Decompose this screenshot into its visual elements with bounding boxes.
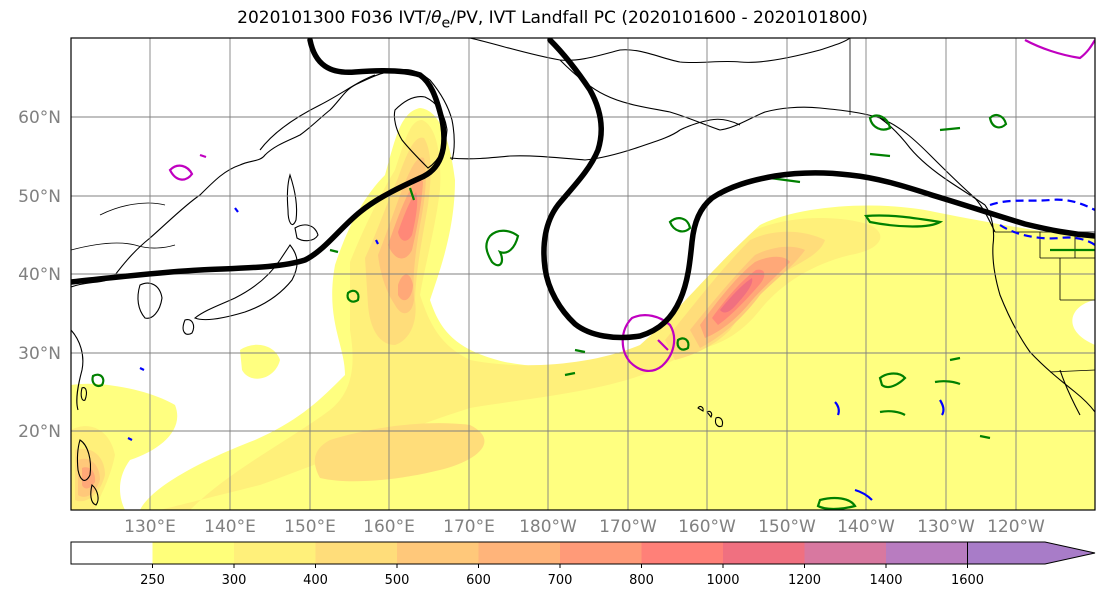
colorbar-segment [804,542,887,564]
colorbar-tick-label: 600 [466,573,491,588]
colorbar-segment [397,542,479,564]
lon-label: 140°W [837,517,895,537]
colorbar-segment [641,542,724,564]
ivt-band-250-patch3 [990,370,1085,398]
lon-label: 120°W [987,517,1045,537]
korea [137,282,163,319]
hawaii [697,406,724,428]
okhotsk-coast [259,74,376,151]
colorbar: 250 300 400 500 600 700 800 1000 1200 1400 1600 [70,541,1096,588]
colorbar-frame [70,541,1045,565]
colorbar-tick-label: 400 [303,573,328,588]
colorbar-segment [478,542,561,564]
lon-label: 180°W [519,517,577,537]
colorbar-tick-label: 250 [140,573,165,588]
chart-title: 2020101300 F036 IVT/θe/PV, IVT Landfall … [0,8,1105,31]
us-state-lines [1039,232,1095,301]
lon-label: 170°E [443,517,495,537]
na-west-coast [984,204,1095,413]
colorbar-segment [234,542,316,564]
lon-label: 130°E [124,517,176,537]
taiwan [80,387,87,401]
pv-negative-contours [127,198,1095,501]
map-frame [70,37,1096,511]
lon-label: 150°E [284,517,336,537]
map-gridlines [71,38,1095,510]
alaska-north [469,38,851,64]
title-theta-subscript: e [441,15,451,32]
baja [1059,369,1081,416]
ivt-band-1000-east [720,278,753,313]
philippines [76,439,99,506]
lon-label: 170°W [599,517,657,537]
mexico-border [1049,369,1095,373]
aleutians [449,129,681,161]
map-panel [71,38,1095,510]
latitude-labels: 60°N 50°N 40°N 30°N 20°N [18,108,61,442]
ivt-band-800 [398,192,418,241]
ivt-band-400-south [314,423,485,482]
title-theta: θ [431,8,442,28]
alaska-peninsula [679,118,741,131]
lon-label: 150°W [758,517,816,537]
jet-contours [71,38,1095,341]
lat-label: 40°N [18,265,61,285]
lat-label: 60°N [18,108,61,128]
lon-label: 140°E [204,517,256,537]
ivt-band-600-b [398,274,413,301]
colorbar-tick-label: 700 [548,573,573,588]
colorbar-tick-label: 300 [222,573,247,588]
longitude-labels: 130°E 140°E 150°E 160°E 170°E 180°W 170°W 160°W… [124,517,1045,537]
colorbar-tick-label: 1400 [869,573,902,588]
pv-positive-contours [168,39,1095,372]
lat-label: 30°N [18,344,61,364]
china-coast [71,329,84,411]
colorbar-segment [152,542,235,564]
colorbar-segment [560,542,642,564]
title-rest: /PV, IVT Landfall PC (2020101600 - 20201… [450,8,868,28]
bc-coast [879,117,986,206]
colorbar-tick-label: 800 [629,573,654,588]
ivt-band-250-patch4 [950,276,1010,300]
lon-label: 160°W [678,517,736,537]
theta-e-contours [91,114,1095,510]
japan-honshu [193,244,298,321]
japan-hokkaido [294,224,319,242]
title-main: 2020101300 F036 IVT/ [237,8,432,28]
colorbar-tick-label: 1000 [706,573,739,588]
sakhalin [286,173,298,225]
ivt-band-300 [160,120,881,510]
japan-kyushu [182,319,195,335]
colorbar-tick-label: 1200 [788,573,821,588]
asia-borders [71,202,176,251]
colorbar-segment [886,542,968,564]
lat-label: 20°N [18,422,61,442]
lon-label: 160°E [363,517,415,537]
colorbar-segment [315,542,398,564]
colorbar-tick-label: 1600 [951,573,984,588]
ivt-band-250-patch2 [930,461,1010,499]
colorbar-segment [723,542,805,564]
lat-label: 50°N [18,187,61,207]
colorbar-segment [71,542,153,564]
colorbar-extend-arrow [967,541,1096,565]
colorbar-tick-label: 500 [385,573,410,588]
lon-label: 130°W [917,517,975,537]
